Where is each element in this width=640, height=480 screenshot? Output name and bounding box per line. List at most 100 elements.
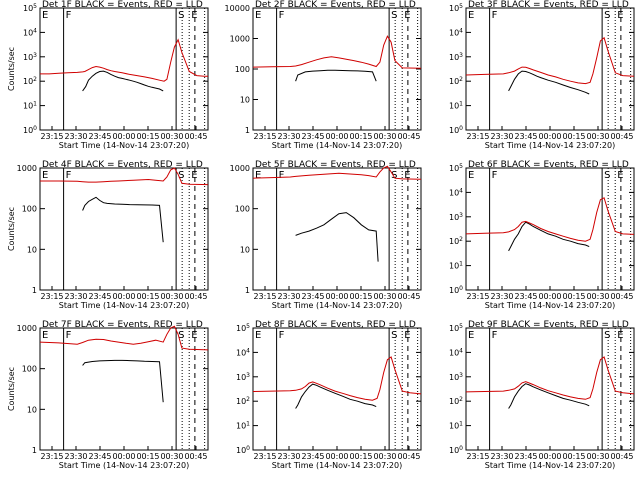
x-tick-label: 00:00 xyxy=(112,452,135,461)
chart-panel-4: Det 4F BLACK = Events, RED = LLD 1 10 100 10… xyxy=(7,160,209,310)
x-tick-label: 23:30 xyxy=(490,452,513,461)
y-tick-exponent: 0 xyxy=(33,125,37,132)
x-tick-label: 23:15 xyxy=(40,292,63,301)
y-tick-exponent: 5 xyxy=(459,323,463,330)
y-tick-exponent: 2 xyxy=(33,76,37,83)
x-tick-label: 23:45 xyxy=(88,292,111,301)
x-tick-label: 23:15 xyxy=(40,452,63,461)
x-tick-label: 23:15 xyxy=(253,292,276,301)
y-tick-exponent: 5 xyxy=(246,323,250,330)
y-tick-label: 104 xyxy=(449,27,463,37)
y-tick-label: 101 xyxy=(23,101,37,111)
marker-label: S xyxy=(178,10,184,21)
y-tick-label: 1000 xyxy=(230,35,250,44)
events-series-line xyxy=(508,70,590,95)
x-tick-label: 23:45 xyxy=(514,132,537,141)
panel-title: Det 3F BLACK = Events, RED = LLD xyxy=(468,0,629,10)
marker-label: F xyxy=(66,330,72,341)
y-tick-exponent: 2 xyxy=(459,236,463,243)
lld-series-line xyxy=(465,36,635,85)
y-tick-label: 1 xyxy=(32,286,37,295)
y-tick-label: 102 xyxy=(449,76,463,86)
x-tick-label: 00:45 xyxy=(184,452,207,461)
lld-series-line xyxy=(252,35,422,69)
marker-label: S xyxy=(178,330,184,341)
y-tick-label: 100 xyxy=(22,365,37,374)
marker-label: F xyxy=(492,10,498,21)
x-tick-label: 00:00 xyxy=(538,292,561,301)
y-tick-label: 104 xyxy=(449,347,463,357)
y-tick-exponent: 1 xyxy=(459,101,463,108)
marker-label: E xyxy=(191,330,197,341)
x-tick-label: 00:45 xyxy=(610,292,633,301)
marker-label: S xyxy=(604,10,610,21)
x-axis-label: Start Time (14-Nov-14 23:07:20) xyxy=(485,461,615,470)
x-axis-label: Start Time (14-Nov-14 23:07:20) xyxy=(59,141,189,150)
y-tick-label: 104 xyxy=(23,27,37,37)
lld-series-line xyxy=(40,38,208,82)
x-axis-label: Start Time (14-Nov-14 23:07:20) xyxy=(485,141,615,150)
y-tick-label: 1 xyxy=(32,446,37,455)
y-tick-label: 1 xyxy=(245,126,250,135)
x-tick-label: 00:15 xyxy=(349,292,372,301)
marker-label: E xyxy=(617,330,623,341)
x-tick-label: 00:30 xyxy=(160,292,183,301)
x-tick-label: 00:00 xyxy=(325,132,348,141)
y-tick-label: 10 xyxy=(240,245,250,254)
y-tick-exponent: 4 xyxy=(459,27,463,34)
y-tick-exponent: 3 xyxy=(246,372,250,379)
y-tick-exponent: 4 xyxy=(459,347,463,354)
marker-label: E xyxy=(255,10,261,21)
events-series-line xyxy=(295,383,377,409)
y-tick-exponent: 0 xyxy=(459,445,463,452)
marker-label: E xyxy=(617,170,623,181)
x-tick-label: 23:45 xyxy=(514,452,537,461)
chart-panel-9: Det 9F BLACK = Events, RED = LLD10010110… xyxy=(449,320,635,470)
panel-title: Det 6F BLACK = Events, RED = LLD xyxy=(468,160,629,170)
x-tick-label: 00:45 xyxy=(184,292,207,301)
y-tick-exponent: 1 xyxy=(459,421,463,428)
lld-series-line xyxy=(252,356,422,401)
marker-label: F xyxy=(492,170,498,181)
x-tick-label: 23:30 xyxy=(64,292,87,301)
x-axis-label: Start Time (14-Nov-14 23:07:20) xyxy=(272,301,402,310)
marker-label: F xyxy=(279,330,285,341)
marker-label: E xyxy=(404,10,410,21)
y-tick-exponent: 4 xyxy=(459,187,463,194)
x-axis-label: Start Time (14-Nov-14 23:07:20) xyxy=(59,301,189,310)
x-tick-label: 00:15 xyxy=(136,292,159,301)
x-axis-label: Start Time (14-Nov-14 23:07:20) xyxy=(485,301,615,310)
x-axis-label: Start Time (14-Nov-14 23:07:20) xyxy=(272,141,402,150)
y-tick-exponent: 1 xyxy=(246,421,250,428)
lld-series-line xyxy=(252,165,422,180)
x-tick-label: 00:45 xyxy=(397,452,420,461)
x-tick-label: 00:15 xyxy=(562,452,585,461)
x-tick-label: 23:30 xyxy=(64,132,87,141)
chart-panel-8: Det 8F BLACK = Events, RED = LLD10010110… xyxy=(236,320,422,470)
x-tick-label: 23:15 xyxy=(40,132,63,141)
marker-label: S xyxy=(178,170,184,181)
marker-label: S xyxy=(391,170,397,181)
y-tick-label: 10000 xyxy=(225,4,250,13)
panel-title: Det 7F BLACK = Events, RED = LLD xyxy=(42,320,203,330)
marker-label: E xyxy=(468,330,474,341)
x-tick-label: 00:30 xyxy=(160,132,183,141)
y-axis-label: Counts/sec xyxy=(7,367,16,411)
chart-panel-5: Det 5F BLACK = Events, RED = LLD 1 10 100 10… xyxy=(230,160,422,310)
y-tick-exponent: 4 xyxy=(33,27,37,34)
events-series-line xyxy=(295,212,379,262)
y-tick-exponent: 3 xyxy=(459,212,463,219)
x-tick-label: 23:30 xyxy=(277,452,300,461)
x-tick-label: 00:45 xyxy=(610,132,633,141)
y-tick-label: 100 xyxy=(23,125,37,135)
y-tick-label: 100 xyxy=(236,445,250,455)
y-tick-label: 102 xyxy=(449,236,463,246)
x-tick-label: 00:00 xyxy=(538,452,561,461)
y-tick-exponent: 2 xyxy=(459,76,463,83)
marker-label: E xyxy=(468,170,474,181)
y-tick-label: 104 xyxy=(236,347,250,357)
marker-label: E xyxy=(617,10,623,21)
x-axis-label: Start Time (14-Nov-14 23:07:20) xyxy=(59,461,189,470)
marker-label: S xyxy=(391,330,397,341)
